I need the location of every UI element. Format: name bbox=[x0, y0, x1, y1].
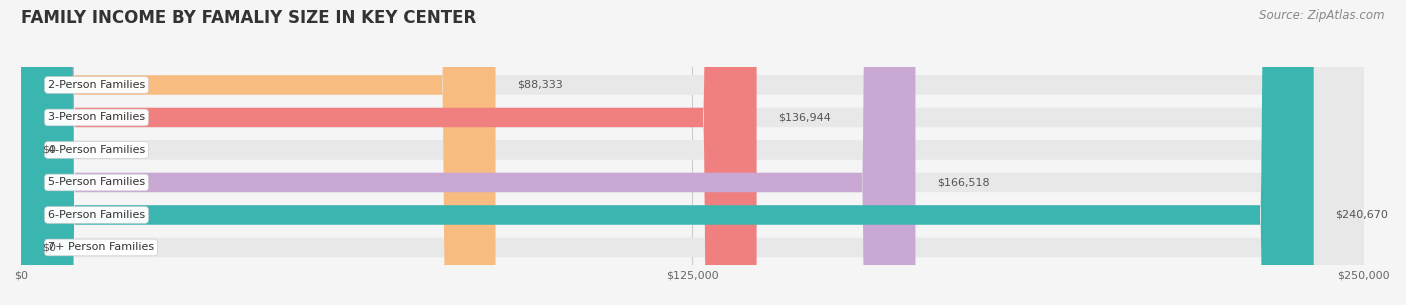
Text: 2-Person Families: 2-Person Families bbox=[48, 80, 145, 90]
Text: $240,670: $240,670 bbox=[1336, 210, 1388, 220]
Text: $88,333: $88,333 bbox=[517, 80, 562, 90]
Text: $166,518: $166,518 bbox=[936, 178, 990, 188]
Text: 4-Person Families: 4-Person Families bbox=[48, 145, 145, 155]
FancyBboxPatch shape bbox=[21, 0, 1364, 305]
FancyBboxPatch shape bbox=[21, 0, 1364, 305]
Text: FAMILY INCOME BY FAMALIY SIZE IN KEY CENTER: FAMILY INCOME BY FAMALIY SIZE IN KEY CEN… bbox=[21, 9, 477, 27]
FancyBboxPatch shape bbox=[21, 0, 1364, 305]
FancyBboxPatch shape bbox=[21, 0, 1364, 305]
FancyBboxPatch shape bbox=[21, 0, 1364, 305]
Text: 6-Person Families: 6-Person Families bbox=[48, 210, 145, 220]
FancyBboxPatch shape bbox=[21, 0, 756, 305]
Text: $0: $0 bbox=[42, 145, 56, 155]
Text: Source: ZipAtlas.com: Source: ZipAtlas.com bbox=[1260, 9, 1385, 22]
FancyBboxPatch shape bbox=[21, 0, 495, 305]
Text: 3-Person Families: 3-Person Families bbox=[48, 113, 145, 123]
FancyBboxPatch shape bbox=[21, 0, 1313, 305]
Text: 7+ Person Families: 7+ Person Families bbox=[48, 242, 155, 253]
Text: $0: $0 bbox=[42, 242, 56, 253]
FancyBboxPatch shape bbox=[21, 0, 915, 305]
Text: $136,944: $136,944 bbox=[778, 113, 831, 123]
Text: 5-Person Families: 5-Person Families bbox=[48, 178, 145, 188]
FancyBboxPatch shape bbox=[21, 0, 1364, 305]
